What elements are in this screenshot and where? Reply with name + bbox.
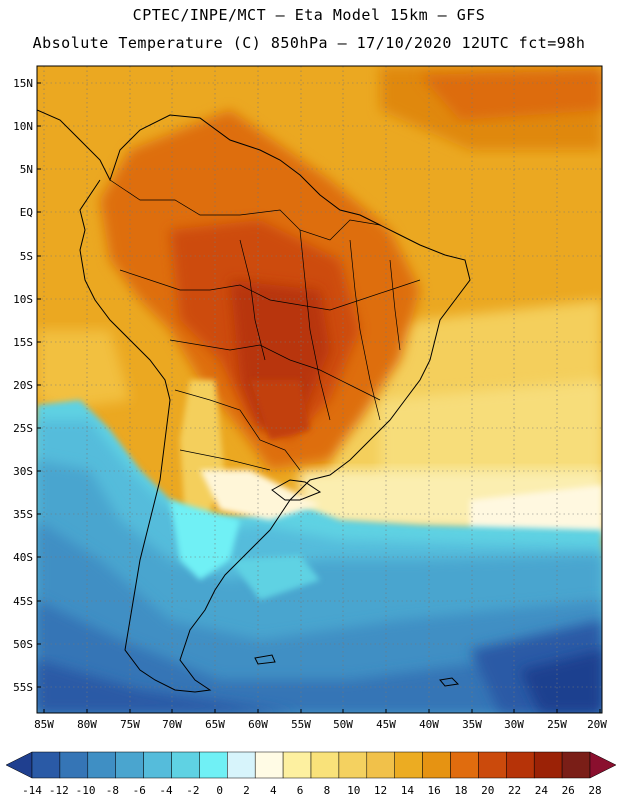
legend-label: -10 <box>76 784 96 797</box>
legend-label: 20 <box>481 784 494 797</box>
lon-label: 30W <box>504 718 524 731</box>
lon-label: 35W <box>462 718 482 731</box>
legend-label: -6 <box>133 784 146 797</box>
lon-label: 65W <box>205 718 225 731</box>
legend-label: 4 <box>270 784 277 797</box>
legend-swatch <box>143 751 172 779</box>
lat-label: 55S <box>13 681 33 694</box>
legend-label: -14 <box>22 784 42 797</box>
lat-label: EQ <box>20 206 33 219</box>
lat-label: 35S <box>13 508 33 521</box>
axis-ticks <box>37 82 601 713</box>
legend-swatch <box>171 751 200 779</box>
lon-label: 25W <box>547 718 567 731</box>
lon-label: 70W <box>162 718 182 731</box>
legend-swatch <box>254 751 284 779</box>
legend-swatch <box>366 751 395 779</box>
coastlines <box>37 109 471 693</box>
longitude-labels: 85W 80W 75W 70W 65W 60W 55W 50W 45W 40W … <box>34 718 607 731</box>
legend-swatch <box>199 751 228 779</box>
legend-swatch <box>31 751 61 779</box>
legend-label: 10 <box>347 784 360 797</box>
legend-label: 12 <box>374 784 387 797</box>
legend-swatch <box>561 751 591 779</box>
lat-label: 10S <box>13 293 33 306</box>
legend-swatch <box>227 751 256 779</box>
legend-label: -4 <box>159 784 173 797</box>
legend-label: 6 <box>297 784 304 797</box>
legend-label: 28 <box>588 784 601 797</box>
country-borders <box>109 179 421 471</box>
lat-label: 45S <box>13 595 33 608</box>
legend-swatch <box>422 751 451 779</box>
legend-swatch <box>115 751 144 779</box>
legend-swatch <box>533 751 563 779</box>
legend-label: 2 <box>243 784 250 797</box>
legend-label: 18 <box>454 784 467 797</box>
lat-label: 5S <box>20 250 33 263</box>
legend-label: 16 <box>428 784 441 797</box>
legend-label: 8 <box>324 784 331 797</box>
legend-label: 26 <box>562 784 575 797</box>
lon-label: 60W <box>248 718 268 731</box>
lat-label: 25S <box>13 422 33 435</box>
legend-arrow-low <box>5 751 33 779</box>
lon-label: 45W <box>376 718 396 731</box>
legend-label: -8 <box>106 784 119 797</box>
legend-label: -2 <box>186 784 199 797</box>
latitude-labels: 15N 10N 5N EQ 5S 10S 15S 20S 25S 30S 35S… <box>13 77 33 694</box>
legend-boxes <box>5 751 617 779</box>
legend-swatch <box>478 751 507 779</box>
plot-frame <box>36 65 603 714</box>
legend-swatch <box>87 751 116 779</box>
lon-label: 40W <box>419 718 439 731</box>
legend-label: 22 <box>508 784 521 797</box>
color-legend: -14 -12 -10 -8 -6 -4 -2 0 2 4 6 8 10 12 14 16 18 20 22 24 26… <box>5 751 617 797</box>
lat-label: 40S <box>13 551 33 564</box>
legend-swatch <box>506 751 535 779</box>
legend-swatch <box>338 751 368 779</box>
lon-label: 50W <box>333 718 353 731</box>
legend-label: -12 <box>49 784 69 797</box>
map-title-line1: CPTEC/INPE/MCT – Eta Model 15km – GFS <box>132 6 486 24</box>
legend-label: 24 <box>535 784 549 797</box>
temperature-field <box>37 66 602 713</box>
lat-label: 20S <box>13 379 33 392</box>
legend-swatch <box>282 751 312 779</box>
legend-label: 0 <box>216 784 223 797</box>
map-title-line2: Absolute Temperature (C) 850hPa – 17/10/… <box>32 34 586 52</box>
legend-label: 14 <box>401 784 415 797</box>
lon-label: 20W <box>587 718 607 731</box>
lat-label: 15S <box>13 336 33 349</box>
temperature-map: 15N 10N 5N EQ 5S 10S 15S 20S 25S 30S 35S… <box>13 65 607 731</box>
legend-labels: -14 -12 -10 -8 -6 -4 -2 0 2 4 6 8 10 12 14 16 18 20 22 24 26… <box>22 784 602 797</box>
lat-label: 5N <box>20 163 33 176</box>
legend-arrow-high <box>589 751 617 779</box>
legend-swatch <box>310 751 340 779</box>
lon-label: 75W <box>120 718 140 731</box>
lat-label: 10N <box>13 120 33 133</box>
lon-label: 85W <box>34 718 54 731</box>
lat-label: 15N <box>13 77 33 90</box>
lat-label: 30S <box>13 465 33 478</box>
lat-label: 50S <box>13 638 33 651</box>
lon-label: 80W <box>77 718 97 731</box>
legend-swatch <box>394 751 423 779</box>
legend-swatch <box>59 751 89 779</box>
legend-swatch <box>450 751 479 779</box>
lon-label: 55W <box>291 718 311 731</box>
